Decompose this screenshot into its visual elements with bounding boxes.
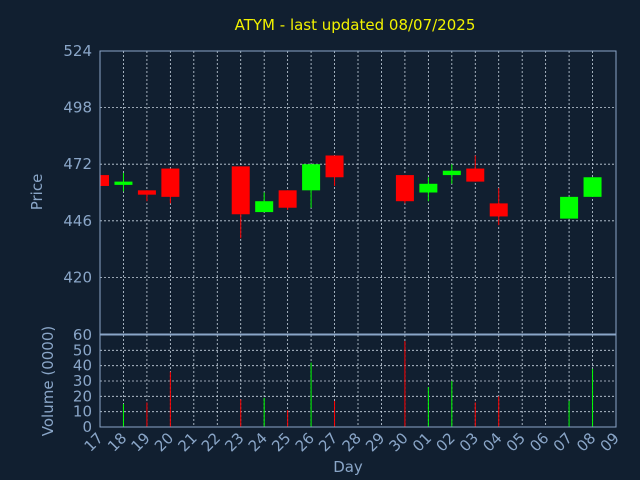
candle-body: [419, 183, 438, 193]
candle-body: [560, 196, 579, 219]
x-tick-label: 03: [456, 429, 482, 455]
candle-body: [278, 190, 297, 208]
x-tick-label: 04: [479, 429, 505, 455]
candle-body: [137, 190, 156, 195]
candle-body: [442, 170, 461, 176]
x-tick-label: 29: [362, 429, 388, 455]
volume-y-tick-label: 50: [73, 341, 92, 359]
price-panel-frame: [99, 50, 617, 335]
candle-body: [114, 181, 133, 185]
volume-bars: [122, 341, 594, 427]
x-tick-label: 01: [409, 429, 435, 455]
x-tick-label: 22: [198, 429, 224, 455]
candle-body: [100, 175, 109, 186]
volume-y-tick-label: 20: [73, 387, 92, 405]
x-tick-label: 26: [292, 429, 318, 455]
x-tick-label: 08: [573, 429, 599, 455]
price-y-tick-label: 446: [63, 212, 92, 230]
x-tick-label: 21: [174, 429, 200, 455]
candle-body: [466, 168, 485, 182]
x-tick-label: 24: [245, 429, 271, 455]
volume-y-tick-label: 60: [73, 326, 92, 344]
price-y-tick-label: 472: [63, 155, 92, 173]
candle-body: [231, 166, 250, 215]
chart-title: ATYM - last updated 08/07/2025: [235, 16, 476, 34]
price-candles: [99, 155, 602, 239]
candle-body: [583, 177, 602, 197]
volume-axis-label: Volume (0000): [39, 326, 57, 436]
volume-y-tick-label: 0: [82, 418, 92, 436]
x-tick-label: 27: [315, 429, 341, 455]
candle-body: [325, 155, 344, 178]
candle-body: [255, 201, 274, 213]
price-y-ticks: 420 446 472 498 524: [63, 42, 92, 286]
candle-body: [302, 164, 321, 191]
price-y-tick-label: 420: [63, 268, 92, 286]
x-tick-label: 20: [151, 429, 177, 455]
x-tick-label: 19: [128, 429, 154, 455]
volume-y-tick-label: 10: [73, 403, 92, 421]
price-y-tick-label: 524: [63, 42, 92, 60]
x-tick-label: 09: [597, 429, 623, 455]
x-tick-label: 28: [339, 429, 365, 455]
volume-y-tick-label: 40: [73, 357, 92, 375]
x-axis-label: Day: [333, 458, 363, 476]
candle-body: [161, 168, 180, 197]
volume-y-tick-label: 30: [73, 372, 92, 390]
volume-grid: [99, 334, 617, 428]
x-tick-label: 18: [104, 429, 130, 455]
x-tick-label: 25: [268, 429, 294, 455]
volume-panel-frame: [99, 334, 617, 428]
x-tick-label: 05: [503, 429, 529, 455]
x-ticks: 1718192021222324252627282930010203040506…: [81, 429, 623, 455]
x-tick-label: 30: [386, 429, 412, 455]
x-tick-label: 02: [432, 429, 458, 455]
x-tick-label: 07: [550, 429, 576, 455]
x-tick-label: 23: [221, 429, 247, 455]
x-tick-label: 06: [526, 429, 552, 455]
candle-body: [489, 203, 508, 217]
price-y-tick-label: 498: [63, 99, 92, 117]
price-axis-label: Price: [28, 174, 46, 211]
candle-body: [395, 175, 414, 202]
